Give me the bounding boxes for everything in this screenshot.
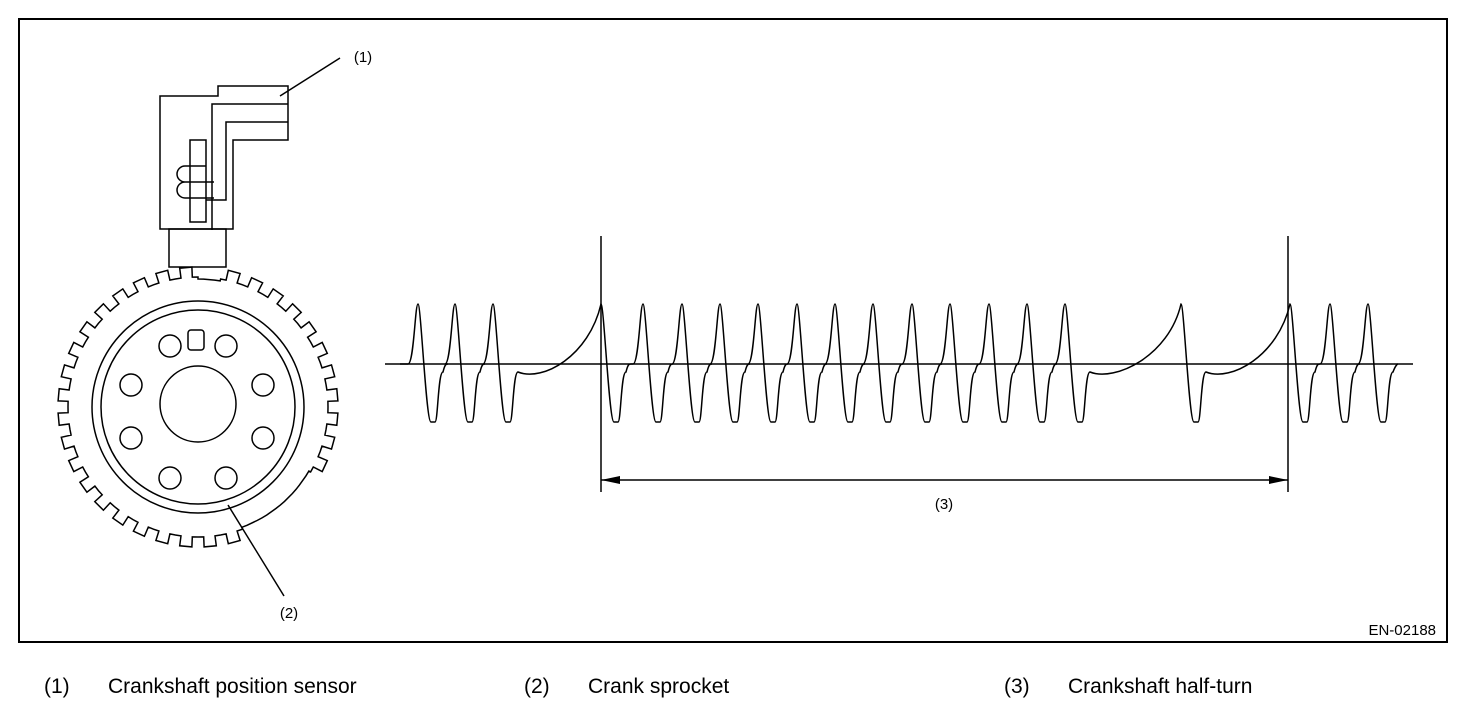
arrowhead xyxy=(1269,476,1288,484)
sprocket-hole xyxy=(251,426,275,450)
sprocket-hole xyxy=(214,334,238,358)
sensor-wire xyxy=(211,103,288,230)
legend-label: Crank sprocket xyxy=(588,675,729,698)
frame xyxy=(18,18,1448,643)
sensor-wire xyxy=(206,121,288,201)
sprocket-hub xyxy=(159,365,237,443)
leader-line xyxy=(227,504,285,597)
callout: (1) xyxy=(354,49,372,66)
signal-waveform xyxy=(400,303,1399,423)
sprocket-key xyxy=(187,329,205,351)
sensor-body xyxy=(159,85,289,230)
sensor-connector xyxy=(168,228,227,268)
callout: (2) xyxy=(280,605,298,622)
illustration xyxy=(57,57,1413,597)
sensor-coil xyxy=(176,165,214,199)
sprocket-hole xyxy=(251,373,275,397)
figure-code: EN-02188 xyxy=(1368,622,1436,639)
sprocket-ring xyxy=(100,309,296,505)
sprocket-hole xyxy=(119,426,143,450)
sprocket-ring xyxy=(91,300,305,514)
sprocket-hole xyxy=(158,334,182,358)
sprocket-hole xyxy=(119,373,143,397)
callout: (3) xyxy=(935,496,953,513)
legend-label: Crankshaft position sensor xyxy=(108,675,357,698)
sprocket-hole xyxy=(214,466,238,490)
leader-line xyxy=(279,57,341,97)
sprocket-teeth xyxy=(57,266,339,548)
arrowhead xyxy=(601,476,620,484)
sensor-core xyxy=(189,139,207,223)
legend-number: (3) xyxy=(1004,675,1030,698)
legend-number: (1) xyxy=(44,675,70,698)
legend-label: Crankshaft half-turn xyxy=(1068,675,1252,698)
legend-number: (2) xyxy=(524,675,550,698)
sprocket-hole xyxy=(158,466,182,490)
